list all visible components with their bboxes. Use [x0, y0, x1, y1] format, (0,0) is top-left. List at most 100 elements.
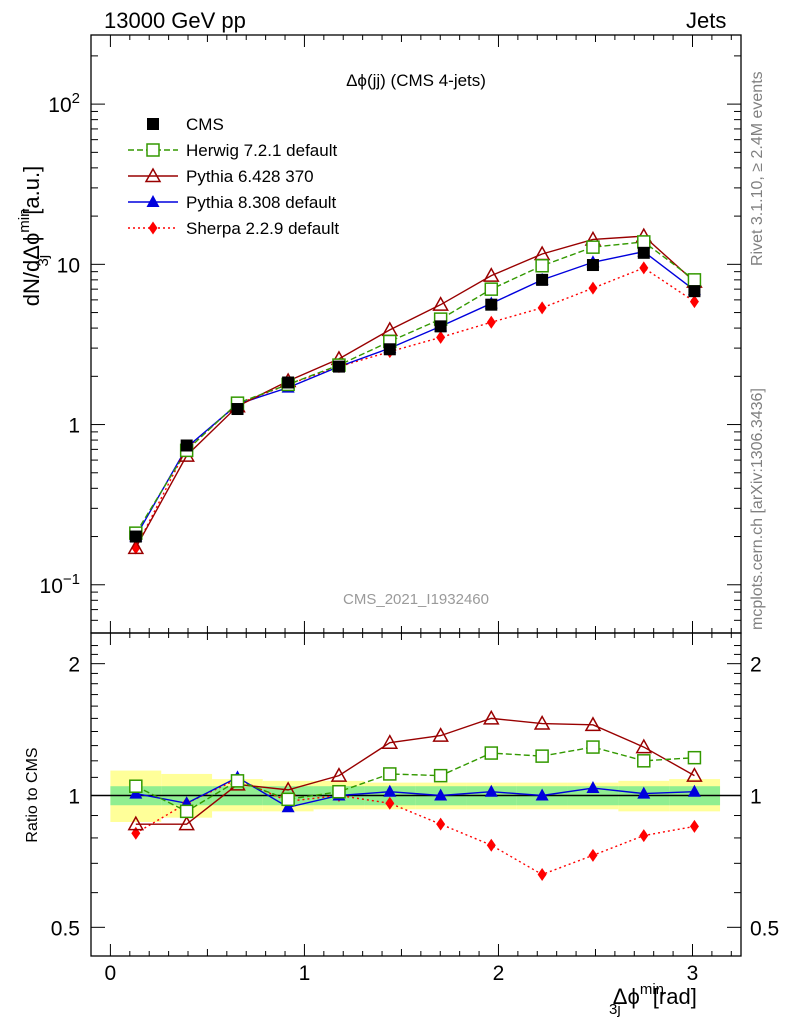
ratio-point-pythia-6-428-370: [686, 767, 703, 782]
ratio-line-pythia-6-428-370: [135, 717, 695, 825]
ratio-point-herwig-7-2-1-default: [637, 754, 651, 768]
ratio-point-pythia-8-308-default: [687, 784, 701, 797]
main-point-cms: [536, 273, 549, 286]
main-point-cms: [383, 343, 396, 356]
ratio-line-sherpa-2-2-9-default: [135, 778, 695, 876]
ratio-point-pythia-6-428-370: [127, 815, 145, 831]
main-point-cms: [434, 320, 447, 333]
y-tick-label: 10−1: [40, 571, 80, 598]
ratio-point-sherpa-2-2-9-default: [689, 819, 699, 833]
ratio-point-pythia-6-428-370: [533, 714, 551, 730]
plot-jets-label: Jets: [686, 8, 727, 33]
ratio-point-sherpa-2-2-9-default: [131, 826, 141, 840]
ratio-point-pythia-8-308-default: [484, 784, 498, 797]
main-line-sherpa-2-2-9-default: [135, 267, 695, 549]
legend-label: Pythia 8.308 default: [186, 193, 337, 212]
ratio-point-pythia-8-308-default: [434, 788, 448, 801]
legend-label: Sherpa 2.2.9 default: [186, 219, 339, 238]
ratio-point-sherpa-2-2-9-default: [639, 829, 649, 843]
ratio-point-pythia-8-308-default: [383, 784, 397, 797]
main-point-herwig-7-2-1-default: [687, 273, 702, 287]
ratio-point-herwig-7-2-1-default: [332, 784, 346, 799]
legend-item-herwig-7-2-1-default: Herwig 7.2.1 default: [128, 141, 337, 160]
main-point-cms: [688, 285, 701, 298]
main-point-sherpa-2-2-9-default: [436, 330, 446, 344]
main-point-cms: [485, 298, 498, 311]
main-point-herwig-7-2-1-default: [637, 235, 651, 249]
y-tick-label: 1: [68, 415, 80, 438]
main-point-cms: [231, 403, 244, 416]
ratio-point-pythia-6-428-370: [178, 815, 195, 831]
legend: CMS Herwig 7.2.1 default Pythia 6.428 370 P…: [128, 115, 339, 238]
legend-label: Herwig 7.2.1 default: [186, 141, 337, 160]
ratio-point-pythia-8-308-default: [637, 786, 651, 799]
legend-label: CMS: [186, 115, 224, 134]
legend-marker: [147, 118, 159, 130]
legend-marker: [146, 143, 160, 157]
legend-marker: [148, 221, 158, 235]
ratio-line-herwig-7-2-1-default: [135, 746, 695, 813]
analysis-watermark: CMS_2021_I1932460: [343, 591, 489, 608]
ratio-y-tick-label-right: 1: [750, 785, 762, 808]
legend-item-pythia-6-428-370: Pythia 6.428 370: [128, 167, 314, 186]
ratio-point-pythia-8-308-default: [281, 800, 295, 813]
main-line-herwig-7-2-1-default: [135, 241, 695, 534]
ratio-point-pythia-6-428-370: [483, 709, 500, 725]
chart-title: Δϕ(jj) (CMS 4-jets): [346, 71, 486, 90]
ratio-y-axis-label: Ratio to CMS: [24, 747, 41, 842]
ratio-point-pythia-6-428-370: [432, 727, 449, 742]
ratio-y-tick-label: 2: [68, 654, 80, 677]
legend-item-pythia-8-308-default: Pythia 8.308 default: [128, 193, 337, 212]
x-tick-label: 2: [493, 962, 505, 985]
y-tick-label: 102: [48, 90, 80, 117]
ratio-point-herwig-7-2-1-default: [484, 746, 499, 760]
ratio-point-sherpa-2-2-9-default: [436, 817, 446, 831]
ratio-point-herwig-7-2-1-default: [433, 768, 448, 783]
x-axis-label: Δϕmin 3j [rad]: [609, 981, 697, 1018]
ratio-y-tick-label-right: 0.5: [750, 917, 779, 940]
main-line-pythia-6-428-370: [135, 235, 695, 549]
ratio-point-herwig-7-2-1-default: [687, 750, 702, 765]
main-line-pythia-8-308-default: [135, 250, 695, 537]
main-point-cms: [586, 259, 599, 272]
main-point-herwig-7-2-1-default: [484, 282, 499, 296]
ratio-point-pythia-6-428-370: [330, 767, 348, 782]
ratio-point-pythia-6-428-370: [584, 716, 602, 732]
main-point-cms: [332, 360, 345, 373]
y-axis-label: dN/dΔϕmin3j [a.u.]: [16, 166, 52, 306]
ratio-point-pythia-8-308-default: [586, 781, 600, 794]
ratio-point-sherpa-2-2-9-default: [588, 848, 598, 862]
ratio-point-sherpa-2-2-9-default: [537, 868, 547, 882]
main-point-pythia-6-428-370: [483, 267, 500, 282]
main-point-cms: [282, 376, 295, 389]
main-point-herwig-7-2-1-default: [535, 258, 549, 273]
ratio-point-pythia-6-428-370: [635, 738, 653, 754]
ratio-y-tick-label: 0.5: [51, 917, 80, 940]
ratio-point-herwig-7-2-1-default: [179, 804, 194, 819]
ratio-point-herwig-7-2-1-default: [129, 779, 143, 793]
legend-marker: [146, 195, 160, 207]
ratio-line-pythia-8-308-default: [135, 776, 695, 809]
legend-label: Pythia 6.428 370: [186, 167, 314, 186]
ratio-point-pythia-6-428-370: [381, 734, 399, 749]
x-tick-label: 1: [299, 962, 311, 985]
main-point-sherpa-2-2-9-default: [537, 301, 547, 315]
main-point-pythia-6-428-370: [432, 296, 449, 311]
main-point-sherpa-2-2-9-default: [689, 295, 699, 309]
ratio-point-pythia-8-308-default: [535, 788, 549, 801]
main-point-sherpa-2-2-9-default: [588, 281, 598, 295]
main-point-cms: [637, 246, 650, 259]
ratio-point-herwig-7-2-1-default: [230, 774, 245, 788]
ratio-plot-frame: [90, 632, 742, 957]
main-point-sherpa-2-2-9-default: [486, 315, 496, 329]
x-tick-label: 0: [105, 962, 117, 985]
main-point-cms: [180, 439, 193, 452]
ratio-point-herwig-7-2-1-default: [535, 749, 549, 763]
plot-energy-label: 13000 GeV pp: [104, 8, 246, 33]
ratio-point-herwig-7-2-1-default: [281, 792, 295, 807]
ratio-y-tick-label: 1: [68, 785, 80, 808]
main-point-pythia-6-428-370: [127, 539, 145, 555]
y-tick-label: 10: [57, 254, 80, 277]
legend-item-cms: CMS: [147, 115, 224, 134]
legend-item-sherpa-2-2-9-default: Sherpa 2.2.9 default: [128, 219, 339, 238]
